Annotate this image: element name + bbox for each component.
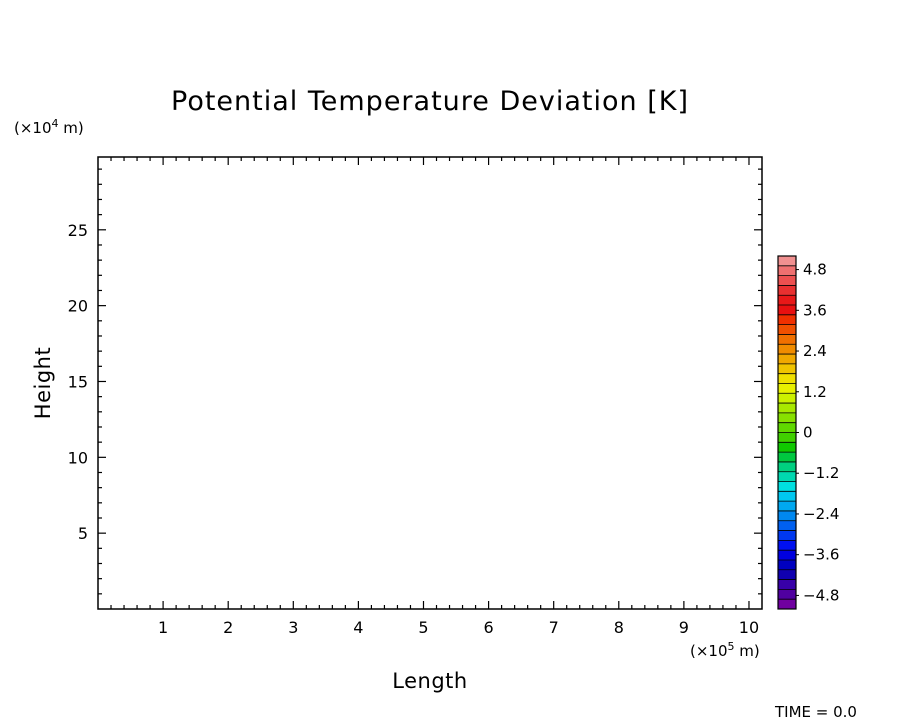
colorbar-tick-label: −4.8 [803,586,839,604]
y-axis-label: Height [31,347,55,419]
colorbar-swatch [778,422,796,433]
colorbar-swatch [778,530,796,541]
x-tick-label: 7 [549,618,559,637]
y-exponent: 4 [52,117,59,130]
colorbar-tick-label: 0 [803,424,813,442]
colorbar-tick-label: −1.2 [803,464,839,482]
x-tick-label: 2 [223,618,233,637]
colorbar-tick-label: 2.4 [803,342,827,360]
colorbar-tick-label: 3.6 [803,301,827,319]
y-tick-label: 15 [68,372,88,391]
colorbar-tick-label: −2.4 [803,505,839,523]
x-multiplier-text: (×10 [690,642,728,660]
colorbar-swatch [778,461,796,473]
x-unit: m) [735,642,760,660]
colorbar-swatch [778,550,796,561]
y-multiplier-text: (×10 [14,119,52,137]
colorbar-swatch [778,403,796,414]
colorbar-swatch [778,481,796,492]
colorbar-swatch [778,452,796,463]
time-readout: TIME = 0.0 [774,703,857,721]
x-axis-label: Length [392,669,467,693]
colorbar-tick-label: 4.8 [803,261,827,279]
colorbar-swatch [778,344,796,355]
colorbar-swatch [778,363,796,374]
colorbar-swatch [778,393,796,404]
x-ticks-group: 1 2 3 4 5 6 7 8 9 10 [110,157,759,637]
y-axis-multiplier: (×104 m) [14,117,84,137]
colorbar-swatch [778,471,796,482]
colorbar-swatch [778,285,796,296]
colorbar-swatch [778,501,796,512]
y-unit: m) [59,119,84,137]
chart-title: Potential Temperature Deviation [K] [171,86,689,117]
colorbar-swatch [778,314,796,325]
colorbar-swatch [778,275,796,286]
plot-area [97,156,763,610]
colorbar-swatch [778,295,796,306]
colorbar-swatch [778,442,796,453]
x-tick-label: 8 [614,618,624,637]
time-value: 0.0 [833,703,857,721]
colorbar-swatch [778,373,796,384]
x-tick-label: 5 [418,618,428,637]
x-tick-label: 6 [483,618,493,637]
colorbar-swatch [778,383,796,394]
colorbar-swatch [778,324,796,335]
colorbar-swatch [778,589,796,600]
colorbar-swatch [778,520,796,531]
colorbar-swatch [778,579,796,590]
x-tick-label: 10 [739,618,759,637]
colorbar: 4.8 3.6 2.4 1.2 0 −1.2 −2.4 −3.6 −4.8 [777,255,839,610]
colorbar-swatch [778,540,796,551]
x-tick-label: 4 [353,618,363,637]
colorbar-tick-label: 1.2 [803,383,827,401]
colorbar-tick-label: −3.6 [803,546,839,564]
colorbar-swatch [778,334,796,345]
colorbar-swatch [778,354,796,365]
colorbar-swatch [778,305,796,316]
colorbar-swatch [778,412,796,423]
y-tick-label: 20 [68,297,88,316]
x-axis-multiplier: (×105 m) [690,640,760,660]
colorbar-swatch [778,510,796,522]
x-tick-label: 9 [679,618,689,637]
time-label: TIME = [774,703,828,721]
colorbar-swatch [778,599,796,610]
y-tick-label: 10 [68,448,88,467]
y-ticks-group: 5 10 15 20 25 [68,168,762,595]
colorbar-swatch [778,569,796,580]
y-tick-label: 25 [68,221,88,240]
x-exponent: 5 [728,640,735,653]
colorbar-swatch [778,256,796,267]
x-tick-label: 3 [288,618,298,637]
x-tick-label: 1 [158,618,168,637]
y-tick-label: 5 [78,524,88,543]
colorbar-swatch [778,265,796,276]
colorbar-swatch [778,432,796,443]
colorbar-swatch [778,559,796,571]
colorbar-swatch [778,491,796,502]
